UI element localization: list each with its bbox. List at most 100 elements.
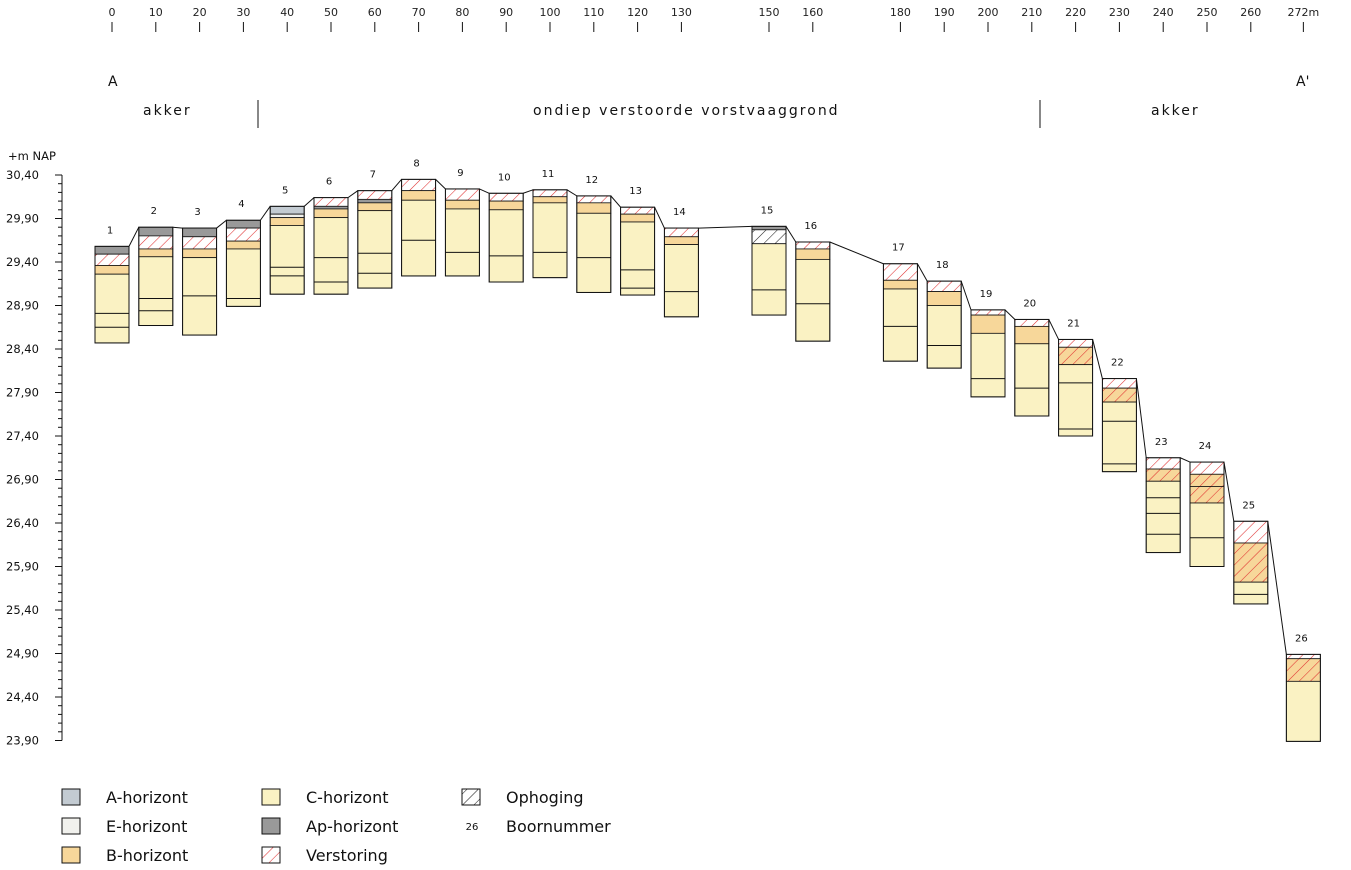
layer-C	[1233, 581, 1269, 605]
layer-V	[926, 280, 962, 292]
boring-outline	[1014, 318, 1050, 417]
x-tick-label: 160	[802, 6, 823, 19]
boring-24: 24	[1189, 441, 1225, 568]
surface-segment	[303, 197, 315, 207]
layer-C	[970, 332, 1006, 398]
legend-label: A-horizont	[106, 788, 188, 807]
layer-V	[620, 206, 655, 215]
boring-number: 22	[1111, 358, 1124, 369]
boring-outline	[1145, 457, 1181, 554]
layer-O	[751, 229, 787, 245]
legend-item-num: 26 Boornummer	[466, 817, 612, 836]
y-tick-label: 26,90	[6, 473, 39, 487]
layer-C	[532, 202, 568, 279]
boring-outline	[532, 189, 568, 279]
surface-segment	[1092, 339, 1103, 379]
layer-C	[1145, 480, 1181, 553]
x-tick-label: 130	[671, 6, 692, 19]
layer-Ap	[225, 219, 261, 229]
surface-segment	[259, 206, 271, 221]
surface-segment	[523, 189, 534, 194]
surface-segment	[1179, 457, 1191, 463]
boring-number: 23	[1155, 437, 1168, 448]
boring-outline	[488, 192, 524, 283]
layer-B	[138, 248, 174, 258]
layer-V	[1285, 653, 1321, 660]
boring-outline	[576, 195, 612, 293]
layer-C	[444, 208, 480, 277]
y-tick-label: 25,40	[6, 603, 39, 617]
surface-segment	[654, 206, 665, 229]
layer-V	[970, 309, 1006, 316]
surface-segment	[916, 263, 928, 282]
legend-swatch	[261, 846, 281, 864]
layer-Vb	[1189, 486, 1225, 504]
layer-B	[1014, 325, 1050, 345]
layer-V	[357, 190, 393, 200]
boring-number: 5	[282, 185, 288, 196]
layer-V	[444, 188, 480, 201]
layer-V	[182, 236, 218, 250]
layer-B	[269, 217, 305, 226]
layer-C	[401, 199, 437, 277]
boring-number: 2	[151, 206, 157, 217]
x-tick-label: 10	[149, 6, 163, 19]
x-tick-label: 50	[324, 6, 338, 19]
layer-E	[269, 213, 305, 219]
y-tick-label: 29,40	[6, 255, 39, 269]
boring-2: 2	[138, 206, 174, 327]
boring-8: 8	[401, 158, 437, 277]
layer-Ap	[751, 225, 787, 231]
surface-segment	[610, 195, 621, 208]
boring-10: 10	[488, 172, 524, 283]
boring-25: 25	[1233, 500, 1269, 605]
surface-segment	[347, 190, 359, 199]
x-tick-label: 120	[627, 6, 648, 19]
boring-number: 19	[980, 289, 993, 300]
layer-V	[401, 178, 437, 192]
boring-11: 11	[532, 169, 568, 279]
boring-number: 11	[542, 169, 555, 180]
layer-B	[401, 190, 437, 201]
layer-V	[225, 227, 261, 242]
layer-C	[94, 273, 130, 344]
boring-outline	[926, 280, 962, 369]
x-tick-label: 100	[540, 6, 561, 19]
y-tick-label: 23,90	[6, 734, 39, 748]
layer-V	[1189, 461, 1225, 475]
legend-swatch	[261, 817, 281, 835]
x-tick-label: 200	[978, 6, 999, 19]
x-tick-label: 272m	[1288, 6, 1320, 19]
layer-V	[1233, 520, 1269, 544]
boring-number: 24	[1199, 441, 1212, 452]
boring-number: 12	[585, 175, 598, 186]
boring-outline	[401, 178, 437, 277]
boring-19: 19	[970, 289, 1006, 398]
layer-V	[883, 263, 918, 281]
boring-outline	[751, 225, 787, 316]
boring-number: 10	[498, 172, 511, 183]
legend-label: C-horizont	[306, 788, 389, 807]
surface-segment	[1267, 521, 1287, 655]
layer-B	[357, 202, 393, 212]
legend-label: E-horizont	[106, 817, 187, 836]
layer-B	[225, 240, 261, 250]
surface-line	[128, 178, 1287, 655]
boring-number: 1	[107, 225, 113, 236]
x-tick-label: 40	[280, 6, 294, 19]
boring-23: 23	[1145, 437, 1181, 554]
boring-outline	[1233, 520, 1269, 605]
layer-Vb	[1285, 658, 1321, 682]
surface-segment	[698, 225, 753, 229]
x-tick-label: 180	[890, 6, 911, 19]
boring-12: 12	[576, 175, 612, 293]
layer-V	[488, 192, 524, 202]
x-tick-label: 30	[236, 6, 250, 19]
legend-label: Verstoring	[306, 846, 388, 865]
layer-C	[1189, 502, 1225, 567]
layer-C	[620, 221, 655, 296]
layer-V	[795, 241, 831, 250]
boring-number: 20	[1023, 298, 1036, 309]
boring-outline	[269, 205, 305, 295]
